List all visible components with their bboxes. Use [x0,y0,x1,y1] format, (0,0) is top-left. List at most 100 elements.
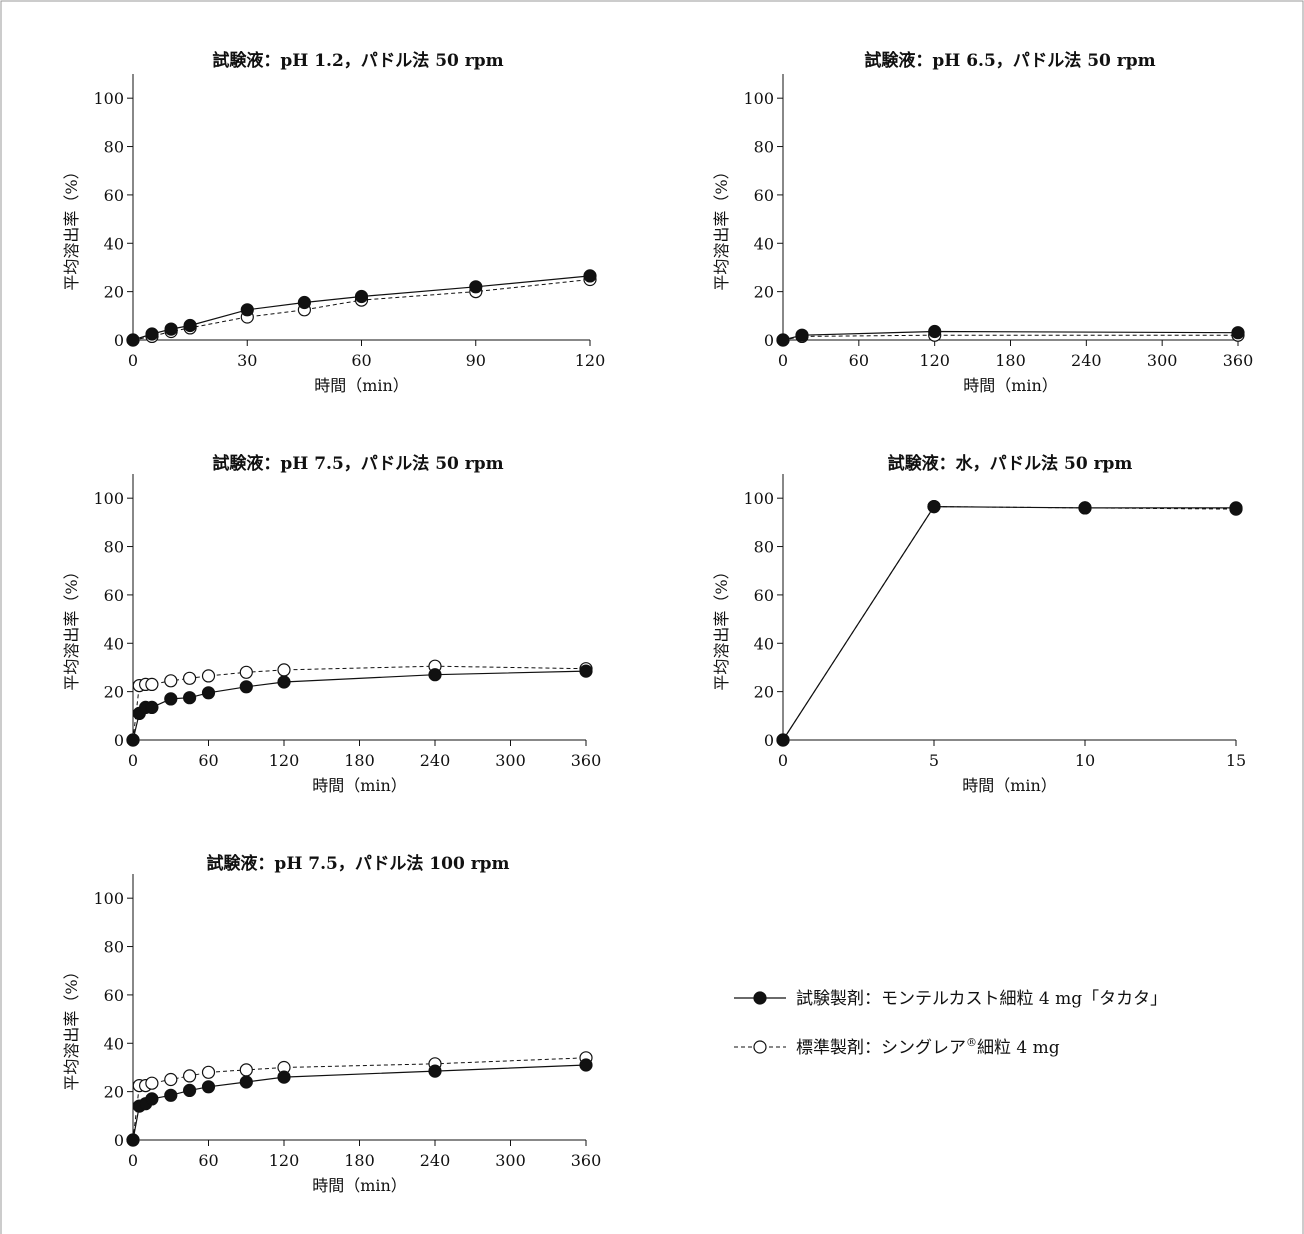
legend: 試験製剤：モンテルカスト細粒 4 mg「タカタ」 標準製剤：シングレア®細粒 4… [734,989,1167,1058]
data-point-test [201,686,216,700]
y-axis-label: 平均溶出率（%） [712,163,731,290]
data-point-test [164,322,178,336]
data-point-test [277,675,291,689]
data-point-test [240,303,254,317]
x-tick-label: 5 [929,751,939,770]
data-point-reference [164,1072,178,1087]
data-point-test [183,318,197,333]
series-line-test [132,670,587,741]
x-axis-label: 時間（min） [962,776,1057,795]
x-tick-label: 240 [1071,351,1102,370]
legend-ref-marker [753,1040,767,1054]
data-point-reference [183,1069,197,1083]
x-axis-label: 時間（min） [312,1176,407,1195]
chart-panel-5: 試験液：pH 7.5，パドル法 100 rpm 0 20 40 60 80 100 0 60 12… [62,853,601,1195]
y-tick-label: 0 [114,1131,124,1150]
y-tick-label: 40 [104,1034,124,1053]
x-tick-label: 60 [849,351,869,370]
chart-panel-3: 試験液：pH 7.5，パドル法 50 rpm 0 20 40 60 80 100 0 60 120… [62,453,601,795]
y-axis-label: 平均溶出率（%） [712,563,731,690]
y-axis-label: 平均溶出率（%） [62,563,81,690]
data-point-test [354,289,369,304]
legend-ref-label-sup: ® [966,1036,977,1049]
legend-test-marker [753,991,767,1005]
data-point-reference [239,1063,253,1077]
x-tick-label: 60 [351,351,371,370]
x-tick-label: 0 [778,751,788,770]
data-point-test [579,1058,593,1072]
chart-title: 試験液：pH 7.5，パドル法 50 rpm [212,453,503,474]
x-tick-label: 60 [198,1151,218,1170]
y-tick-label: 60 [754,186,774,205]
y-tick-label: 100 [93,89,124,108]
x-axis-label: 時間（min） [963,376,1058,395]
data-point-test [428,1064,442,1078]
x-tick-label: 120 [269,1151,300,1170]
data-point-reference [201,1065,216,1079]
data-point-test [776,733,790,747]
y-tick-label: 60 [104,986,124,1005]
x-tick-label: 300 [495,751,526,770]
series-line-test [782,505,1236,741]
y-tick-label: 0 [764,331,774,350]
data-point-test [164,1088,178,1102]
y-tick-label: 20 [104,1083,124,1102]
series-line-test [782,330,1239,341]
y-tick-label: 100 [93,489,124,508]
data-point-reference [145,1076,159,1090]
y-tick-label: 20 [754,683,774,702]
x-tick-label: 300 [495,1151,526,1170]
y-tick-label: 80 [754,538,774,557]
data-point-test [428,668,442,682]
chart-panel-4: 試験液：水，パドル法 50 rpm 0 20 40 60 80 100 0 5 10 15 時間（mi… [712,453,1246,795]
data-point-test [201,1080,216,1094]
data-point-test [583,269,597,283]
y-tick-label: 40 [104,234,124,253]
y-axis-label: 平均溶出率（%） [62,963,81,1090]
data-point-test [277,1070,291,1084]
y-tick-label: 40 [104,634,124,653]
x-tick-label: 180 [344,1151,375,1170]
y-tick-label: 20 [104,683,124,702]
series-line-test [132,1064,587,1141]
x-tick-label: 15 [1226,751,1246,770]
data-point-reference [277,663,291,677]
x-axis-label: 時間（min） [312,776,407,795]
series-line-reference [782,334,1238,341]
legend-ref-label-tail: 細粒 4 mg [977,1038,1060,1058]
data-point-reference [183,671,197,685]
x-axis-label: 時間（min） [314,376,409,395]
data-point-test [776,333,790,347]
data-point-test [183,691,197,705]
y-tick-label: 60 [104,586,124,605]
x-tick-label: 0 [128,1151,138,1170]
y-tick-label: 20 [104,283,124,302]
chart-title: 試験液：pH 1.2，パドル法 50 rpm [212,50,503,71]
data-point-test [795,328,809,342]
x-tick-label: 10 [1075,751,1095,770]
y-tick-label: 100 [743,489,774,508]
y-tick-label: 60 [104,186,124,205]
data-point-test [145,327,159,341]
data-point-reference [145,677,159,692]
data-point-test [183,1083,197,1098]
chart-title: 試験液：pH 7.5，パドル法 100 rpm [206,853,509,874]
y-tick-label: 80 [104,938,124,957]
chart-panel-1: 試験液：pH 1.2，パドル法 50 rpm 0 20 40 60 80 100 0 30 60 9… [62,50,605,395]
data-point-test [579,664,593,678]
data-point-test [297,295,311,310]
x-tick-label: 360 [1223,351,1254,370]
data-point-test [927,500,941,514]
x-tick-label: 120 [269,751,300,770]
x-tick-label: 360 [571,1151,602,1170]
y-tick-label: 60 [754,586,774,605]
y-tick-label: 20 [754,283,774,302]
y-tick-label: 0 [114,331,124,350]
data-point-test [145,700,159,715]
y-tick-label: 100 [743,89,774,108]
data-point-reference [239,665,253,679]
x-tick-label: 120 [575,351,606,370]
data-point-test [126,333,140,347]
